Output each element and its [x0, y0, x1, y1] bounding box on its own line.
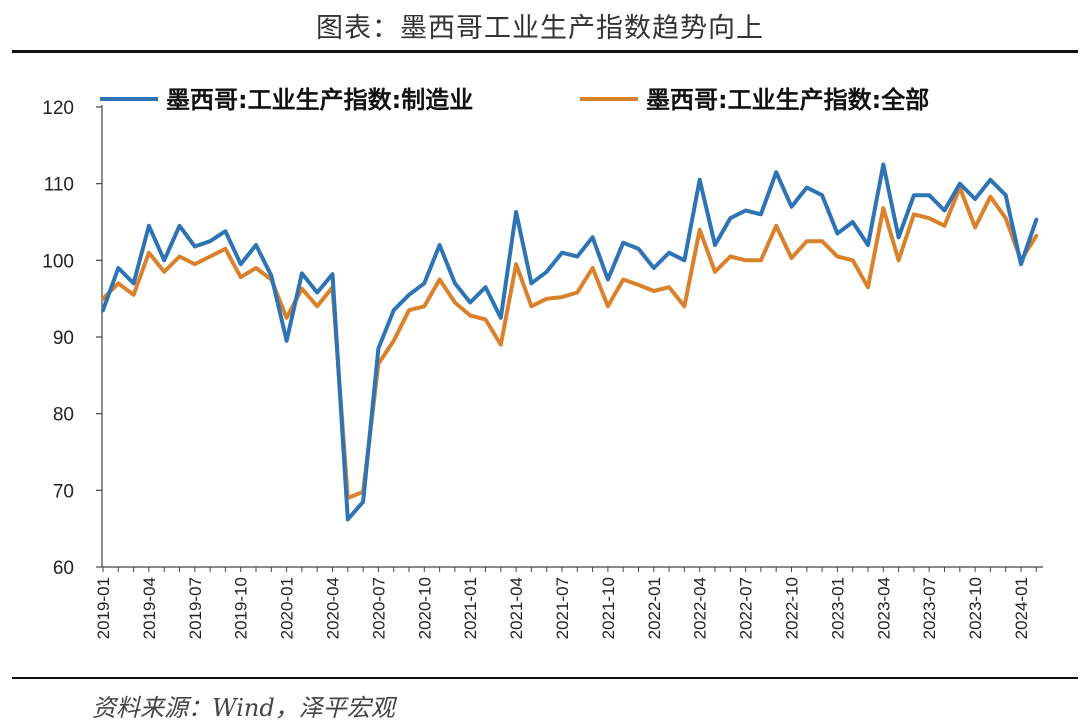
x-tick-label: 2020-04: [324, 577, 343, 639]
legend-label-manufacturing: 墨西哥:工业生产指数:制造业: [166, 86, 473, 114]
x-tick-label: 2019-10: [232, 577, 251, 639]
x-tick-label: 2021-07: [553, 577, 572, 639]
x-tick-label: 2022-07: [737, 577, 756, 639]
x-tick-label: 2020-10: [415, 577, 434, 639]
x-tick-label: 2023-04: [874, 577, 893, 639]
legend: 墨西哥:工业生产指数:制造业 墨西哥:工业生产指数:全部: [100, 86, 929, 114]
x-tick-label: 2023-10: [966, 577, 985, 639]
y-tick-label: 70: [53, 481, 74, 502]
y-tick-label: 90: [53, 328, 74, 349]
y-tick-label: 100: [42, 251, 74, 272]
x-tick-label: 2024-01: [1012, 577, 1031, 639]
x-tick-label: 2020-07: [369, 577, 388, 639]
x-tick-label: 2021-10: [599, 577, 618, 639]
source-note: 资料来源：Wind，泽平宏观: [92, 694, 395, 722]
y-axis-ticks: 60 70 80 90 100 110 120: [42, 98, 102, 579]
legend-label-total: 墨西哥:工业生产指数:全部: [646, 86, 929, 114]
bottom-rule: [12, 677, 1078, 679]
series-lines: [101, 162, 1039, 522]
x-tick-label: 2021-04: [507, 577, 526, 639]
y-tick-label: 60: [53, 558, 74, 579]
x-tick-label: 2019-04: [140, 577, 159, 639]
x-tick-label: 2022-04: [691, 577, 710, 639]
x-tick-label: 2020-01: [278, 577, 297, 639]
x-tick-label: 2023-07: [920, 577, 939, 639]
x-axis-ticks: 2019-01 2019-04 2019-07 2019-10 2020-01 2020-…: [94, 567, 1037, 639]
x-tick-label: 2022-10: [783, 577, 802, 639]
y-tick-label: 120: [42, 98, 74, 119]
series-line-manufacturing: [101, 162, 1039, 522]
top-rule: [12, 50, 1078, 53]
y-tick-label: 80: [53, 405, 74, 426]
x-tick-label: 2022-01: [645, 577, 664, 639]
x-tick-label: 2019-07: [186, 577, 205, 639]
axes: [101, 105, 1043, 568]
x-tick-label: 2023-01: [828, 577, 847, 639]
series-line-total: [101, 185, 1039, 500]
figure-title: 图表：墨西哥工业生产指数趋势向上: [316, 13, 764, 44]
x-tick-label: 2019-01: [94, 577, 113, 639]
x-tick-label: 2021-01: [461, 577, 480, 639]
y-tick-label: 110: [44, 175, 74, 196]
